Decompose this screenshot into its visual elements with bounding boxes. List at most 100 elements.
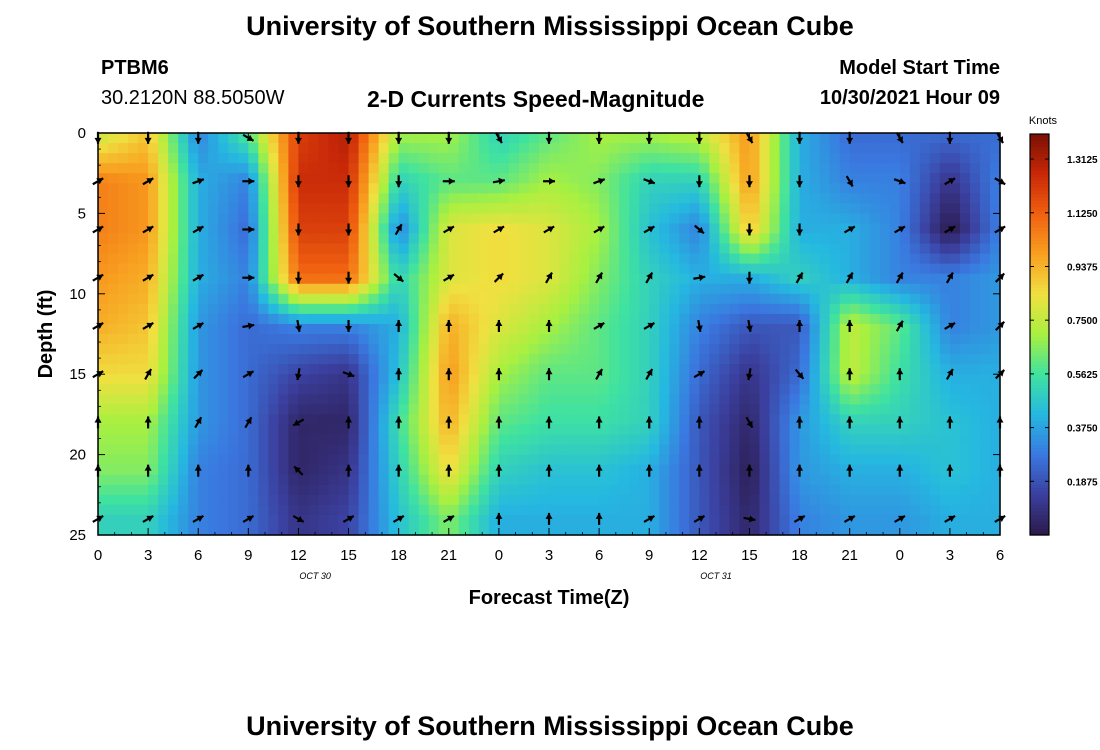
current-arrow	[545, 319, 553, 332]
heatmap-cell	[929, 344, 941, 355]
heatmap-cell	[528, 474, 540, 486]
heatmap-cell	[98, 394, 109, 405]
heatmap-cell	[779, 344, 791, 355]
heatmap-cell	[458, 514, 470, 526]
heatmap-cell	[298, 163, 310, 174]
heatmap-cell	[528, 323, 540, 335]
heatmap-cell	[398, 173, 410, 184]
heatmap-cell	[228, 203, 239, 214]
heatmap-cell	[248, 424, 259, 436]
heatmap-cell	[559, 444, 570, 456]
heatmap-cell	[328, 344, 340, 355]
heatmap-cell	[849, 504, 861, 516]
heatmap-cell	[739, 223, 751, 235]
heatmap-cell	[288, 293, 300, 305]
heatmap-cell	[799, 444, 811, 456]
heatmap-cell	[669, 193, 680, 204]
heatmap-cell	[619, 143, 630, 154]
heatmap-cell	[769, 133, 781, 144]
heatmap-cell	[328, 504, 340, 516]
heatmap-cell	[288, 153, 300, 164]
heatmap-cell	[919, 143, 931, 154]
heatmap-cell	[889, 454, 901, 466]
heatmap-cell	[508, 253, 520, 265]
heatmap-cell	[959, 484, 971, 496]
heatmap-cell	[799, 374, 811, 385]
heatmap-cell	[639, 444, 650, 456]
heatmap-cell	[388, 354, 400, 365]
heatmap-cell	[639, 273, 650, 285]
heatmap-cell	[849, 414, 861, 426]
heatmap-cell	[829, 263, 841, 275]
heatmap-cell	[869, 313, 881, 325]
heatmap-cell	[298, 464, 310, 476]
colorbar-segment	[1030, 424, 1049, 429]
heatmap-cell	[719, 374, 730, 385]
heatmap-cell	[228, 344, 239, 355]
heatmap-cell	[929, 163, 941, 174]
heatmap-cell	[528, 344, 540, 355]
heatmap-cell	[108, 434, 119, 446]
heatmap-cell	[408, 424, 420, 436]
heatmap-cell	[919, 323, 931, 335]
heatmap-cell	[268, 464, 279, 476]
heatmap-cell	[448, 213, 460, 225]
heatmap-cell	[599, 213, 610, 225]
heatmap-cell	[649, 414, 660, 426]
arrow-head	[745, 325, 753, 332]
heatmap-cell	[118, 233, 129, 245]
arrow-head	[796, 416, 804, 423]
heatmap-cell	[719, 273, 730, 285]
heatmap-cell	[468, 153, 480, 164]
x-tick-label: 9	[645, 547, 653, 564]
heatmap-cell	[919, 514, 931, 526]
heatmap-cell	[759, 454, 771, 466]
heatmap-cell	[248, 133, 259, 144]
heatmap-cell	[538, 364, 550, 375]
colorbar-segment	[1030, 387, 1049, 392]
heatmap-cell	[789, 323, 801, 335]
colorbar-segment	[1030, 180, 1049, 185]
heatmap-cell	[288, 163, 300, 174]
heatmap-cell	[428, 183, 440, 194]
heatmap-cell	[208, 394, 219, 405]
heatmap-cell	[969, 384, 981, 395]
heatmap-cell	[148, 404, 159, 415]
heatmap-cell	[488, 464, 500, 476]
colorbar-segment	[1030, 247, 1049, 252]
station-id: PTBM6	[101, 57, 169, 79]
heatmap-cell	[528, 464, 540, 476]
heatmap-cell	[318, 203, 330, 214]
heatmap-cell	[208, 273, 219, 285]
heatmap-cell	[949, 434, 961, 446]
heatmap-cell	[869, 474, 881, 486]
heatmap-cell	[849, 474, 861, 486]
heatmap-cell	[528, 514, 540, 526]
heatmap-cell	[849, 354, 861, 365]
heatmap-cell	[599, 504, 610, 516]
heatmap-cell	[258, 263, 269, 275]
heatmap-cell	[158, 313, 169, 325]
heatmap-cell	[538, 434, 550, 446]
arrow-head	[347, 370, 355, 378]
heatmap-cell	[278, 213, 290, 225]
heatmap-cell	[789, 213, 801, 225]
heatmap-cell	[919, 524, 931, 536]
heatmap-cell	[158, 263, 169, 275]
heatmap-cell	[839, 243, 851, 255]
heatmap-cell	[308, 283, 320, 295]
heatmap-cell	[699, 414, 710, 426]
heatmap-cell	[228, 283, 239, 295]
heatmap-cell	[308, 213, 320, 225]
heatmap-cell	[128, 484, 139, 496]
heatmap-cell	[749, 233, 761, 245]
heatmap-cell	[418, 334, 430, 345]
heatmap-cell	[248, 313, 259, 325]
heatmap-cell	[689, 414, 700, 426]
heatmap-cell	[599, 374, 610, 385]
heatmap-cell	[388, 364, 400, 375]
heatmap-cell	[138, 173, 149, 184]
heatmap-cell	[408, 434, 420, 446]
heatmap-cell	[879, 334, 891, 345]
